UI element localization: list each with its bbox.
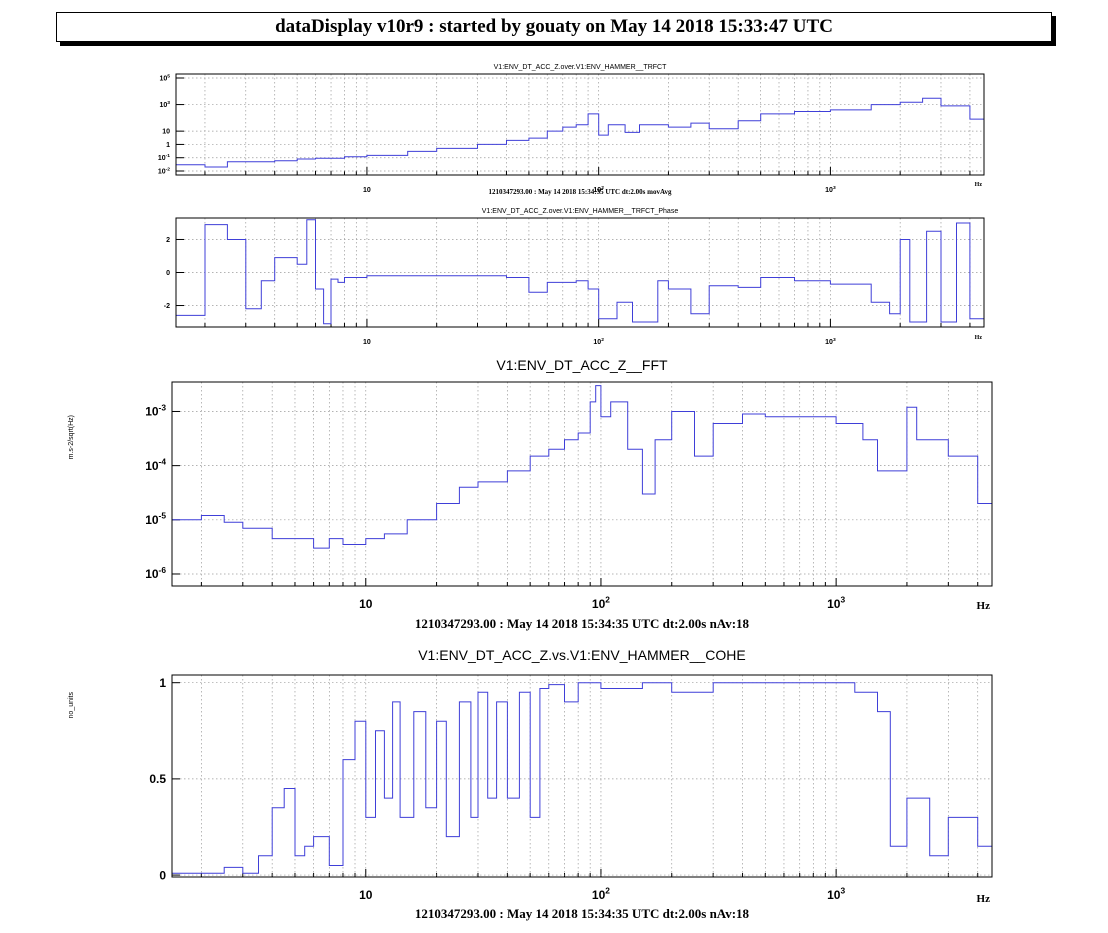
x-axis-label: Hz: [977, 893, 991, 905]
x-axis-label: Hz: [977, 600, 991, 612]
y-tick-label: 10-6: [145, 565, 166, 581]
x-tick-label: 103: [825, 185, 836, 194]
chart-title: V1:ENV_DT_ACC_Z.over.V1:ENV_HAMMER__TRFC…: [482, 208, 679, 215]
y-tick-label: 103: [159, 100, 170, 109]
x-tick-label: 102: [592, 595, 610, 611]
y-tick-label: 0.5: [149, 772, 166, 786]
x-tick-label: 102: [593, 185, 604, 194]
y-tick-label: 10-3: [145, 402, 166, 418]
header-banner: dataDisplay v10r9 : started by gouaty on…: [56, 12, 1052, 42]
plot-frame: [171, 674, 993, 878]
y-tick-label: 2: [166, 237, 170, 244]
chart-footer: 1210347293.00 : May 14 2018 15:34:35 UTC…: [415, 616, 750, 631]
y-tick-label: 1: [159, 676, 166, 690]
chart-panel-1: V1:ENV_DT_ACC_Z.over.V1:ENV_HAMMER__TRFC…: [158, 64, 985, 196]
chart-title: V1:ENV_DT_ACC_Z.over.V1:ENV_HAMMER__TRFC…: [494, 64, 667, 71]
y-axis-label: no_units: [68, 692, 75, 719]
y-tick-label: 10-4: [145, 456, 166, 472]
data-series-1: [172, 682, 993, 874]
plot-frame: [171, 381, 993, 587]
header-title: dataDisplay v10r9 : started by gouaty on…: [275, 16, 833, 37]
y-tick-label: 10-2: [158, 166, 170, 175]
x-tick-label: 10: [359, 597, 373, 611]
plot-frame: [175, 217, 985, 328]
y-tick-label: 1: [166, 142, 170, 149]
y-tick-label: 10-1: [158, 153, 170, 162]
chart-title: V1:ENV_DT_ACC_Z.vs.V1:ENV_HAMMER__COHE: [418, 647, 746, 663]
y-tick-label: 0: [166, 270, 170, 277]
plot-frame: [175, 73, 985, 176]
x-tick-label: 102: [592, 886, 610, 902]
x-tick-label: 103: [827, 886, 845, 902]
chart-footer: 1210347293.00 : May 14 2018 15:34:35 UTC…: [415, 906, 750, 921]
chart-panel-3: V1:ENV_DT_ACC_Z__FFT 10 102 103 10-6 10-5 10-4…: [68, 357, 993, 631]
y-tick-label: 0: [159, 868, 166, 882]
chart-title: V1:ENV_DT_ACC_Z__FFT: [496, 357, 668, 373]
y-axis-label: m.s-2/sqrt(Hz): [68, 415, 75, 459]
x-tick-label: 103: [825, 337, 836, 346]
x-tick-label: 10: [363, 187, 371, 194]
chart-panel-4: V1:ENV_DT_ACC_Z.vs.V1:ENV_HAMMER__COHE10…: [68, 647, 993, 921]
x-tick-label: 103: [827, 595, 845, 611]
x-tick-label: 102: [593, 337, 604, 346]
y-tick-label: 105: [159, 73, 170, 82]
y-tick-label: 10: [162, 129, 170, 136]
y-tick-label: 10-5: [145, 511, 166, 527]
x-axis-label: Hz: [975, 182, 983, 188]
x-tick-label: 10: [363, 339, 371, 346]
x-tick-label: 10: [359, 888, 373, 902]
chart-footer: 1210347293.00 : May 14 2018 15:34:35 UTC…: [488, 188, 672, 196]
x-axis-label: Hz: [975, 335, 983, 341]
data-series-1: [176, 219, 985, 325]
y-tick-label: -2: [164, 303, 170, 310]
data-series-1: [172, 385, 993, 574]
chart-panel-2: V1:ENV_DT_ACC_Z.over.V1:ENV_HAMMER__TRFC…: [164, 208, 985, 346]
data-series-1: [176, 97, 985, 168]
